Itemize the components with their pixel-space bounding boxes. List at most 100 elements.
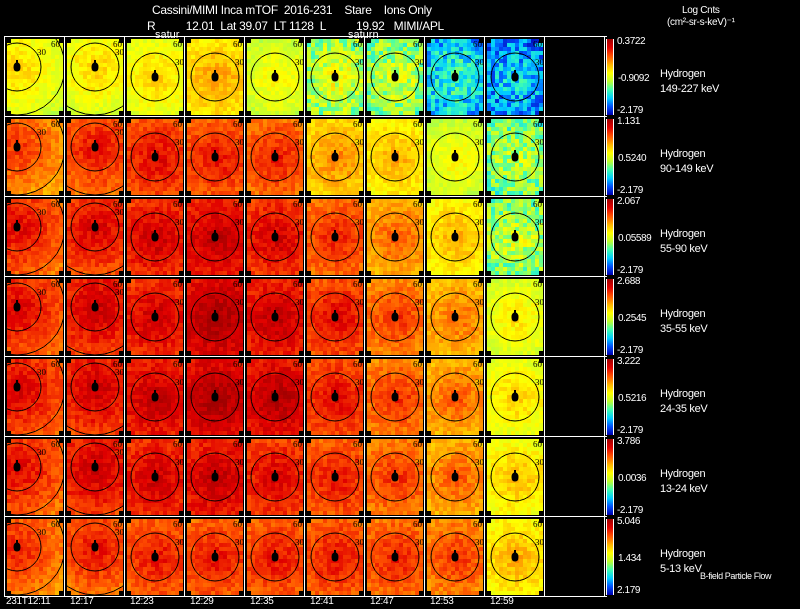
chart-title: Cassini/MIMI Inca mTOF 2016-231 Stare Io… xyxy=(152,3,432,17)
species-label: Hydrogen xyxy=(660,228,706,240)
grid-line xyxy=(4,276,607,277)
image-panel xyxy=(5,117,65,197)
energy-label: 90-149 keV xyxy=(660,163,714,175)
image-panel xyxy=(125,117,185,197)
units-title: Log Cnts xyxy=(682,5,720,16)
image-panel xyxy=(245,517,305,597)
image-panel xyxy=(365,357,425,437)
bfield-note: B-field Particle Flow xyxy=(700,571,772,581)
species-label: Hydrogen xyxy=(660,68,706,80)
grid-line xyxy=(4,596,607,597)
image-panel xyxy=(305,197,365,277)
colorbar-min-label: 2.179 xyxy=(617,585,641,596)
colorbar xyxy=(606,279,614,355)
image-panel xyxy=(185,517,245,597)
image-panel xyxy=(425,437,485,517)
time-tick-label: 12:35 xyxy=(250,596,274,607)
image-panel xyxy=(365,517,425,597)
image-panel xyxy=(485,357,545,437)
image-panel xyxy=(485,437,545,517)
grid-line xyxy=(4,356,607,357)
image-panel xyxy=(65,117,125,197)
saturn-label: saturn xyxy=(348,29,379,41)
colorbar-mid-label: 0.5240 xyxy=(618,153,647,164)
image-panel xyxy=(485,117,545,197)
colorbar-max-label: 5.046 xyxy=(617,516,641,527)
image-panel xyxy=(185,197,245,277)
image-panel xyxy=(125,277,185,357)
energy-label: 35-55 keV xyxy=(660,323,708,335)
colorbar xyxy=(606,39,614,115)
colorbar-max-label: 3.786 xyxy=(617,436,641,447)
time-tick-label: 12:59 xyxy=(490,596,514,607)
image-panel xyxy=(5,277,65,357)
image-panel xyxy=(185,357,245,437)
colorbar-max-label: 3.222 xyxy=(617,356,641,367)
image-panel xyxy=(245,357,305,437)
grid-line xyxy=(124,36,125,597)
image-panel xyxy=(305,517,365,597)
grid-line xyxy=(244,36,245,597)
image-panel xyxy=(365,277,425,357)
saturn-label: satur xyxy=(155,29,180,41)
image-panel xyxy=(485,277,545,357)
image-panel xyxy=(305,437,365,517)
energy-label: 13-24 keV xyxy=(660,483,708,495)
grid-line xyxy=(4,516,607,517)
image-panel xyxy=(425,117,485,197)
grid-line xyxy=(544,36,545,597)
time-tick-label: 231T12:11 xyxy=(6,596,51,607)
image-panel xyxy=(65,277,125,357)
image-panel xyxy=(425,197,485,277)
grid-line xyxy=(4,36,5,597)
species-label: Hydrogen xyxy=(660,548,706,560)
image-panel xyxy=(305,277,365,357)
image-panel xyxy=(125,437,185,517)
image-panel xyxy=(485,517,545,597)
image-panel xyxy=(305,117,365,197)
image-panel xyxy=(125,37,185,117)
grid-line xyxy=(484,36,485,597)
image-panel xyxy=(305,357,365,437)
image-panel xyxy=(365,437,425,517)
image-panel xyxy=(5,437,65,517)
colorbar-mid-label: 0.05589 xyxy=(618,233,652,244)
image-panel xyxy=(245,37,305,117)
image-panel xyxy=(485,197,545,277)
colorbar xyxy=(606,359,614,435)
image-panel xyxy=(365,197,425,277)
image-panel xyxy=(5,197,65,277)
image-panel xyxy=(245,277,305,357)
image-panel xyxy=(305,37,365,117)
colorbar-mid-label: 0.5216 xyxy=(618,393,647,404)
image-panel xyxy=(125,517,185,597)
colorbar-max-label: 1.131 xyxy=(617,116,641,127)
image-panel xyxy=(365,37,425,117)
image-panel xyxy=(125,357,185,437)
species-label: Hydrogen xyxy=(660,388,706,400)
image-panel xyxy=(425,517,485,597)
image-panel xyxy=(425,277,485,357)
ephemeris-line: R 12.01 Lat 39.07 LT 1128 L 19.92 MIMI/A… xyxy=(147,19,444,33)
grid-line xyxy=(4,116,607,117)
energy-label: 55-90 keV xyxy=(660,243,708,255)
image-panel xyxy=(185,117,245,197)
colorbar-min-label: -2.179 xyxy=(617,185,643,196)
colorbar-max-label: 2.067 xyxy=(617,196,641,207)
grid-line xyxy=(4,196,607,197)
colorbar-mid-label: 0.2545 xyxy=(618,313,647,324)
image-panel xyxy=(185,37,245,117)
image-panel xyxy=(65,437,125,517)
time-tick-label: 12:41 xyxy=(310,596,334,607)
colorbar-min-label: -2.179 xyxy=(617,505,643,516)
species-label: Hydrogen xyxy=(660,148,706,160)
time-tick-label: 12:17 xyxy=(70,596,94,607)
image-panel xyxy=(245,197,305,277)
image-panel xyxy=(5,357,65,437)
colorbar-mid-label: 1.434 xyxy=(618,553,642,564)
grid-line xyxy=(184,36,185,597)
grid-line xyxy=(64,36,65,597)
grid-line xyxy=(304,36,305,597)
image-panel xyxy=(65,517,125,597)
